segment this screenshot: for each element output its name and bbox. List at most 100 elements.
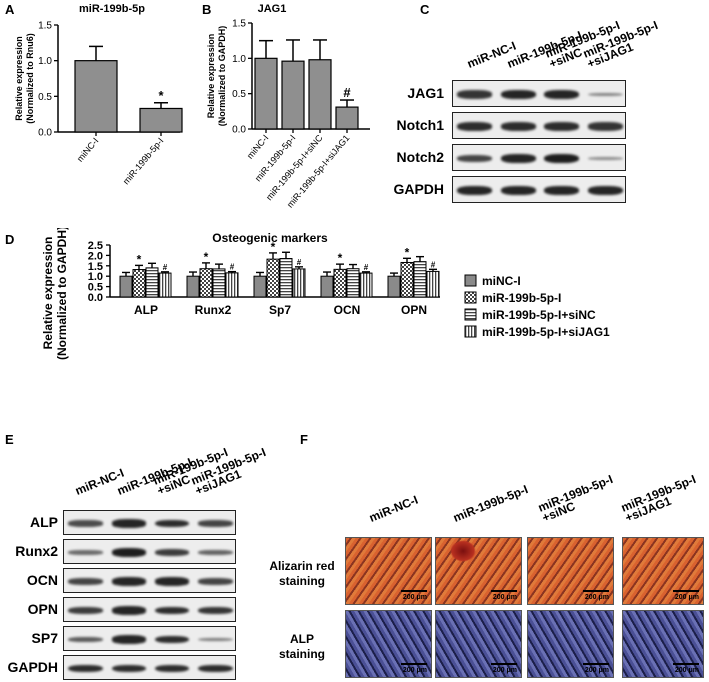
scale-bar (583, 663, 609, 665)
scale-bar-label: 200 μm (584, 667, 609, 674)
scale-bar-label: 200 μm (674, 667, 699, 674)
legend-swatch (464, 308, 477, 321)
staining-row-label: ALP staining (258, 632, 346, 662)
scale-bar (401, 590, 427, 592)
y-tick-label: 1.0 (232, 54, 246, 65)
blot-band (154, 519, 190, 528)
significance-mark: # (343, 85, 351, 100)
bar (186, 275, 200, 298)
scale-bar-label: 200 μm (402, 667, 427, 674)
y-axis-label: Relative expression(Normalized to GAPDH) (41, 228, 69, 360)
chart-title: JAG1 (258, 3, 287, 15)
scale-bar (491, 663, 517, 665)
blot-band (154, 606, 190, 615)
blot-band (198, 578, 233, 585)
blot-row-label: Notch2 (396, 148, 444, 165)
blot-strip (63, 655, 236, 680)
blot-band (500, 154, 536, 163)
bar (119, 275, 133, 298)
chart-a-mirna-expression: miR-199b-5p Relative expression(Normalize… (14, 3, 183, 186)
blot-band (154, 577, 190, 586)
staining-column-label: miR-199b-5p-I (451, 482, 530, 525)
significance-mark: # (230, 263, 235, 272)
blot-row-label: GAPDH (393, 180, 444, 197)
y-axis-label: Relative expression(Normalized to GAPDH) (206, 26, 227, 127)
legend-label: miR-199b-5p-I+siNC (482, 308, 596, 322)
blot-band (457, 90, 493, 99)
scale-bar (673, 590, 699, 592)
blot-band (500, 90, 536, 99)
y-tick-label: 2.5 (88, 240, 103, 252)
scale-bar-label: 200 μm (492, 594, 517, 601)
blot-band (154, 635, 190, 644)
chart-d-osteogenic-markers: Osteogenic markers Relative expression(No… (41, 228, 610, 360)
scale-bar (491, 590, 517, 592)
panel-label-f: F (300, 432, 308, 447)
scale-bar-label: 200 μm (492, 667, 517, 674)
blot-band (198, 606, 233, 615)
blot-band (587, 186, 623, 195)
blot-band (68, 664, 103, 673)
panel-label-b: B (202, 2, 212, 17)
staining-image: 200 μm (435, 610, 522, 678)
y-axis-label: Relative expression(Normalized to Rnu6) (14, 33, 35, 124)
significance-mark: # (297, 258, 302, 267)
blot-strip (452, 176, 626, 203)
bar (132, 269, 146, 298)
scale-bar (673, 663, 699, 665)
legend-swatch (464, 291, 477, 304)
blot-band (544, 186, 580, 195)
blot-band (198, 637, 233, 642)
staining-row-label-line: staining (278, 574, 325, 588)
blot-band (587, 157, 623, 160)
blot-strip (452, 112, 626, 139)
y-tick-label: 0.5 (88, 282, 103, 294)
blot-row-label: GAPDH (7, 658, 58, 675)
bar (426, 270, 440, 298)
bar (158, 272, 172, 298)
scale-bar-label: 200 μm (402, 594, 427, 601)
blot-band (457, 122, 493, 131)
staining-image: 200 μm (527, 610, 614, 678)
staining-column-label: miR-NC-I (367, 493, 420, 525)
y-tick-label: 1.5 (232, 19, 246, 30)
western-blot-c: miR-NC-I miR-199b-5p-I miR-199b-5p-I +siNC m… (0, 0, 709, 230)
staining-image: 200 μm (345, 537, 432, 605)
blot-band (68, 636, 103, 643)
blot-band (154, 664, 190, 673)
x-tick-label: OPN (401, 303, 427, 317)
blot-row-label: Runx2 (15, 542, 58, 559)
scale-bar (583, 590, 609, 592)
staining-row-label-line: Alizarin red (269, 559, 335, 573)
blot-row-label: OCN (26, 571, 58, 588)
scale-bar (401, 663, 427, 665)
blot-band (457, 186, 493, 195)
blot-band (111, 606, 147, 615)
bar (320, 275, 334, 298)
blot-band (68, 578, 103, 585)
blot-band (198, 550, 233, 555)
legend-label: miR-199b-5p-I (482, 291, 561, 305)
y-tick-label: 1.0 (38, 56, 52, 67)
staining-row-label: Alizarin red staining (258, 559, 346, 589)
x-tick-label: Sp7 (269, 303, 291, 317)
x-tick-label: Runx2 (195, 303, 232, 317)
chart-title: Osteogenic markers (212, 231, 328, 245)
blot-band (111, 548, 147, 557)
blot-band (198, 664, 233, 673)
chart-b-jag1-expression: JAG1 Relative expression(Normalized to GA… (206, 3, 370, 210)
blot-band (154, 549, 190, 556)
blot-row-label: OPN (27, 600, 58, 617)
staining-image: 200 μm (622, 537, 704, 605)
bar (145, 267, 159, 298)
blot-band (68, 607, 103, 614)
significance-mark: * (158, 88, 164, 103)
y-tick-label: 2.0 (88, 250, 103, 262)
blot-strip (63, 510, 236, 535)
bar (359, 272, 373, 298)
x-tick-label: OCN (334, 303, 361, 317)
blot-band (111, 577, 147, 586)
significance-mark: # (163, 263, 168, 272)
bar (74, 60, 118, 133)
legend-swatch (464, 325, 477, 338)
